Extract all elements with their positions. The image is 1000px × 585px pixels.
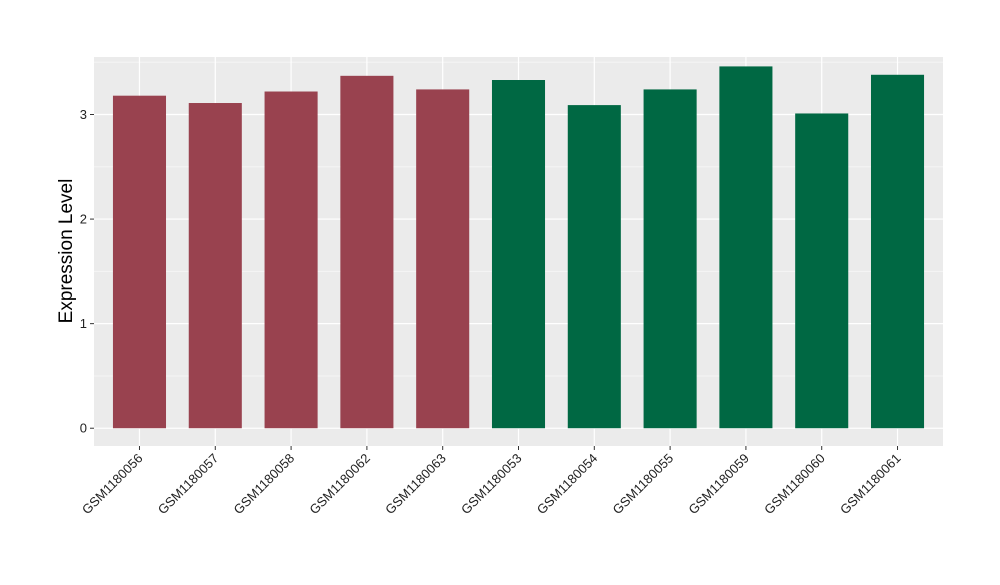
y-tick-label: 3 xyxy=(80,107,87,122)
bar-GSM1180059 xyxy=(719,66,773,429)
bar-GSM1180056 xyxy=(112,95,167,429)
x-tick-label: GSM1180063 xyxy=(382,451,449,518)
bar-GSM1180063 xyxy=(416,89,470,429)
y-tick-label: 1 xyxy=(80,316,87,331)
x-tick-label: GSM1180054 xyxy=(534,451,601,518)
bar-GSM1180060 xyxy=(795,113,849,429)
bar-GSM1180057 xyxy=(188,103,242,429)
y-tick-label: 0 xyxy=(80,421,87,436)
bar-GSM1180053 xyxy=(491,80,546,429)
x-tick-label: GSM1180058 xyxy=(231,451,298,518)
bar-GSM1180055 xyxy=(643,89,697,429)
x-tick-label: GSM1180061 xyxy=(837,451,904,518)
x-tick-label: GSM1180056 xyxy=(79,451,146,518)
y-tick-label: 2 xyxy=(80,212,87,227)
x-axis: GSM1180056 GSM1180057 GSM1180058 GSM1180062… xyxy=(79,446,904,517)
bars-group xyxy=(112,66,925,429)
x-tick-label: GSM1180062 xyxy=(306,451,373,518)
bar-GSM1180054 xyxy=(567,105,621,429)
bar-GSM1180058 xyxy=(264,91,318,429)
x-tick-label: GSM1180057 xyxy=(155,451,222,518)
bar-GSM1180062 xyxy=(340,75,394,429)
x-tick-label: GSM1180059 xyxy=(685,451,752,518)
x-tick-label: GSM1180053 xyxy=(458,451,525,518)
x-tick-label: GSM1180055 xyxy=(610,451,677,518)
y-axis: 0 1 2 3 xyxy=(80,107,94,436)
x-tick-label: GSM1180060 xyxy=(761,451,828,518)
y-axis-title: Expression Level xyxy=(56,179,77,324)
bar-GSM1180061 xyxy=(870,74,925,429)
